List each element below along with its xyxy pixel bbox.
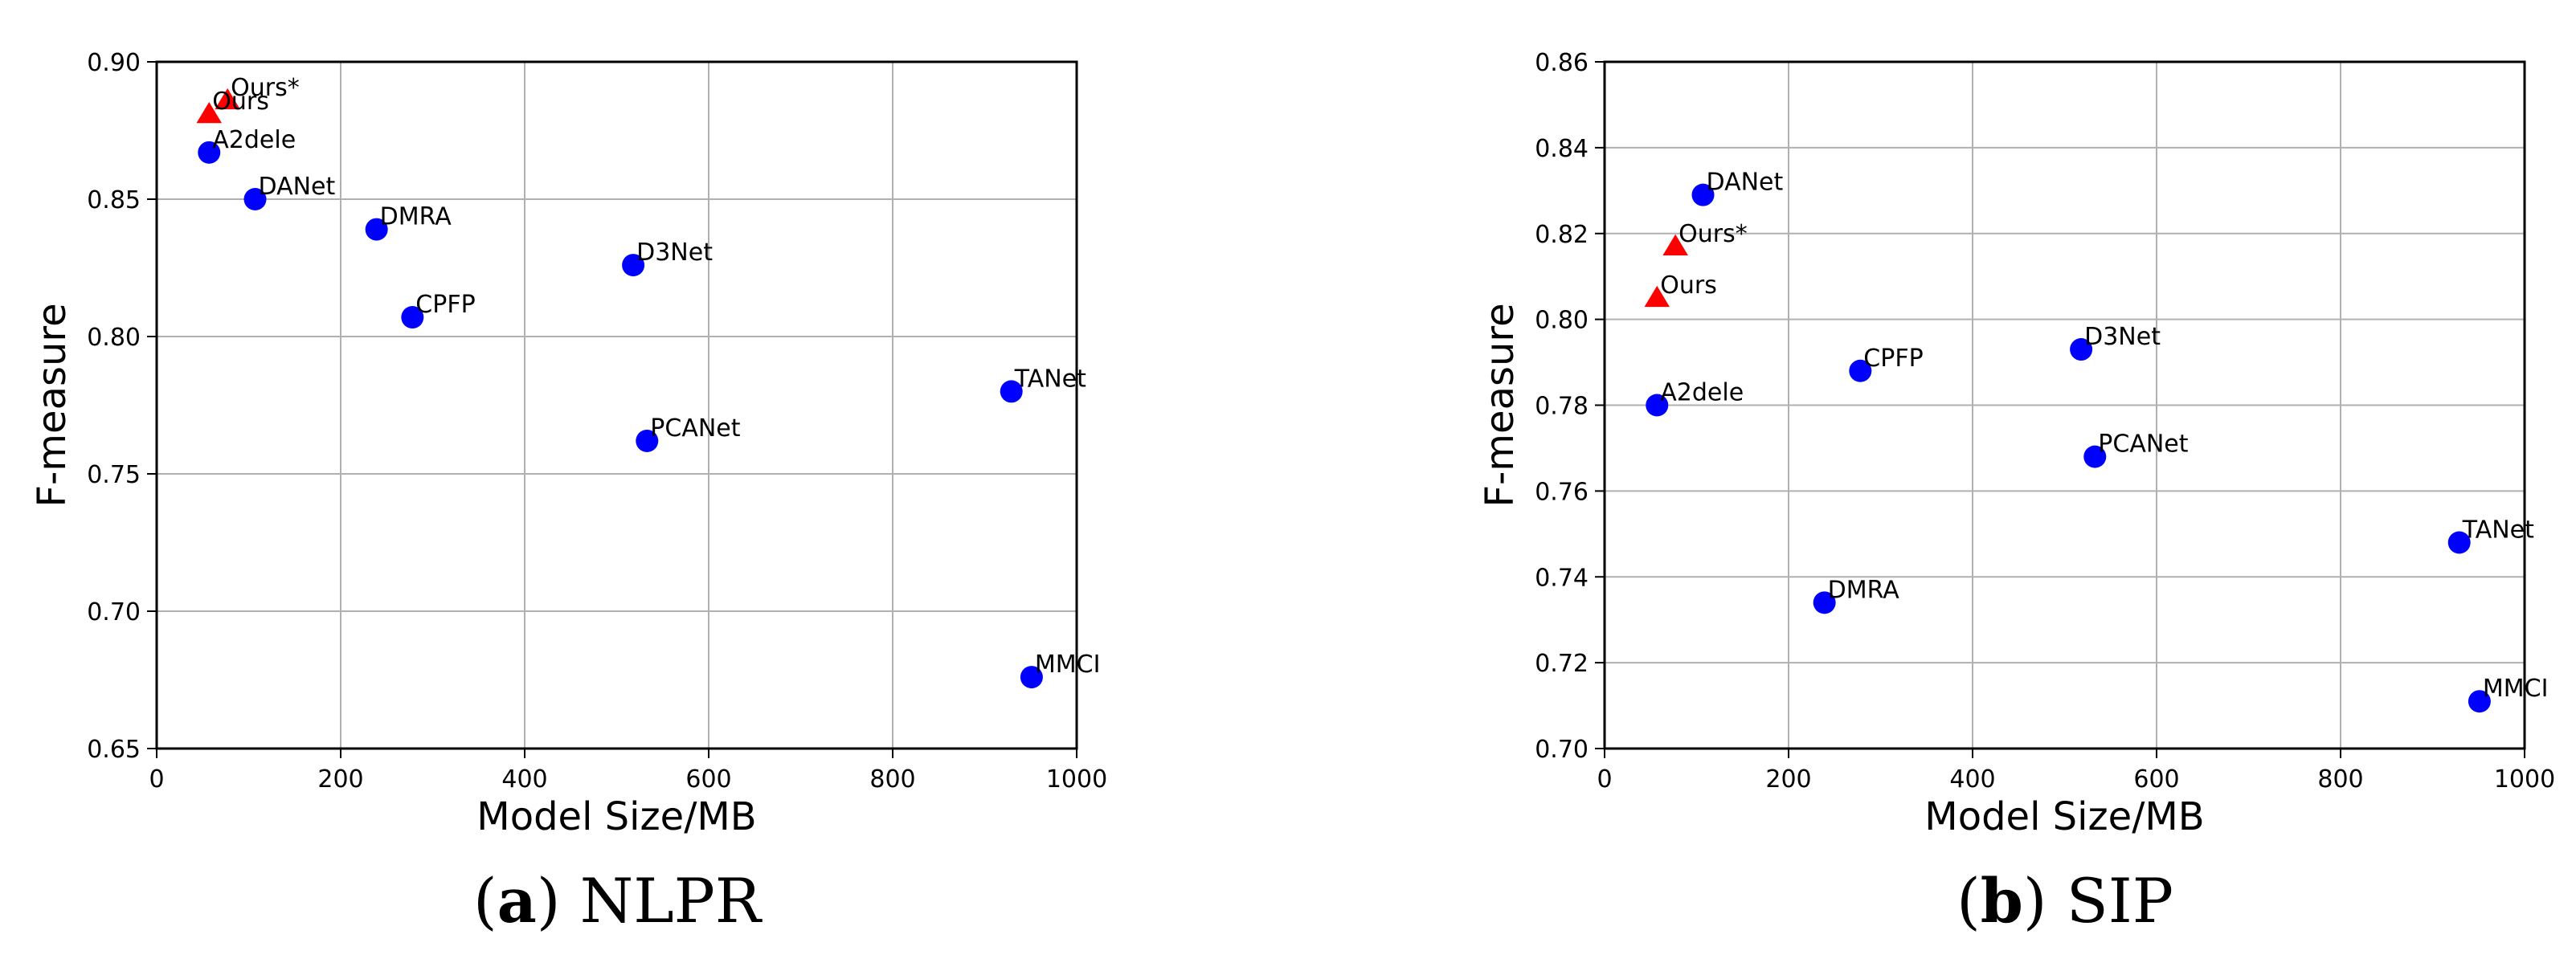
point-label: MMCI xyxy=(2483,675,2549,703)
chart-nlpr: 0 200 400 600 800 1000 0.65 0.70 0.75 0.80 0.85 0.9… xyxy=(30,49,1107,936)
plot-frame xyxy=(155,60,1078,750)
y-tick-label: 0.90 xyxy=(87,49,141,77)
x-tick-label: 200 xyxy=(317,765,363,794)
x-tick-label: 0 xyxy=(149,765,164,794)
y-tick-label: 0.84 xyxy=(1535,135,1589,163)
point-marker-tanet xyxy=(2447,531,2471,554)
point-label: TANet xyxy=(1014,365,1086,393)
point-marker-pcanet xyxy=(636,429,659,452)
y-tick-label: 0.75 xyxy=(87,461,141,489)
point-marker-cpfp xyxy=(401,306,424,329)
x-tick-label: 400 xyxy=(1949,765,1995,794)
y-tick-label: 0.65 xyxy=(87,736,141,764)
x-axis-title: Model Size/MB xyxy=(476,794,756,839)
y-tick-label: 0.70 xyxy=(1535,736,1589,764)
point-marker-ours- xyxy=(1662,234,1688,256)
x-tick-label: 1000 xyxy=(1046,765,1107,794)
point-label: DMRA xyxy=(1828,576,1900,604)
point-label: DANet xyxy=(1707,169,1784,197)
x-tick-label: 0 xyxy=(1597,765,1612,794)
point-marker-mmci xyxy=(1020,666,1043,689)
point-marker-dmra xyxy=(1813,591,1836,614)
y-tick-label: 0.76 xyxy=(1535,478,1589,506)
caption-letter: b xyxy=(1981,865,2023,936)
y-tick-label: 0.86 xyxy=(1535,49,1589,77)
point-label: Ours xyxy=(1660,271,1717,300)
x-tick-label: 600 xyxy=(2133,765,2179,794)
point-marker-ours xyxy=(196,101,223,124)
point-label: PCANet xyxy=(650,414,740,443)
subfigure-caption: (a) NLPR xyxy=(473,865,763,936)
x-tick-label: 400 xyxy=(501,765,547,794)
y-axis-title: F-measure xyxy=(1478,303,1523,507)
point-label: A2dele xyxy=(212,126,296,154)
chart-sip: 0 200 400 600 800 1000 0.70 0.72 0.74 0.76 0.78 0.8… xyxy=(1478,49,2555,936)
y-tick-label: 0.85 xyxy=(87,186,141,214)
y-tick-label: 0.80 xyxy=(1535,307,1589,335)
caption-letter: a xyxy=(497,865,537,936)
point-label: D3Net xyxy=(2084,323,2161,351)
point-label: Ours* xyxy=(1678,220,1748,248)
caption-text: NLPR xyxy=(580,865,763,936)
point-marker-dmra xyxy=(365,218,388,241)
point-label: PCANet xyxy=(2098,430,2188,459)
point-marker-danet xyxy=(1691,183,1715,206)
point-marker-danet xyxy=(243,188,267,210)
y-tick-label: 0.70 xyxy=(87,598,141,626)
point-label: CPFP xyxy=(415,291,475,319)
x-tick-label: 1000 xyxy=(2494,765,2555,794)
point-label: Ours* xyxy=(231,74,300,102)
point-marker-tanet xyxy=(1000,380,1023,403)
point-label: CPFP xyxy=(1863,345,1923,373)
point-marker-ours xyxy=(1644,285,1670,308)
point-label: DMRA xyxy=(380,203,452,231)
point-marker-mmci xyxy=(2468,690,2491,713)
y-tick-label: 0.74 xyxy=(1535,564,1589,592)
point-label: TANet xyxy=(2462,516,2534,545)
point-marker-ours- xyxy=(215,88,240,110)
point-label: MMCI xyxy=(1035,651,1101,679)
y-tick-label: 0.72 xyxy=(1535,650,1589,678)
subfigure-caption: (b) SIP xyxy=(1957,865,2173,936)
point-marker-pcanet xyxy=(2083,445,2107,468)
y-tick-label: 0.82 xyxy=(1535,221,1589,249)
y-tick-label: 0.78 xyxy=(1535,393,1589,421)
x-tick-label: 200 xyxy=(1765,765,1811,794)
caption-text: SIP xyxy=(2067,865,2173,936)
point-marker-cpfp xyxy=(1849,359,1872,382)
x-tick-label: 800 xyxy=(869,765,915,794)
x-axis-title: Model Size/MB xyxy=(1924,794,2204,839)
x-tick-label: 800 xyxy=(2317,765,2363,794)
point-label: A2dele xyxy=(1660,379,1744,407)
point-label: Ours xyxy=(212,88,269,116)
point-label: D3Net xyxy=(636,239,713,267)
point-marker-d3net xyxy=(2070,338,2093,361)
y-axis-title: F-measure xyxy=(30,303,75,507)
point-marker-a2dele xyxy=(1646,394,1669,417)
point-marker-a2dele xyxy=(198,141,221,164)
x-tick-label: 600 xyxy=(685,765,731,794)
y-tick-label: 0.80 xyxy=(87,324,141,352)
point-marker-d3net xyxy=(622,254,645,277)
point-label: DANet xyxy=(259,173,336,201)
